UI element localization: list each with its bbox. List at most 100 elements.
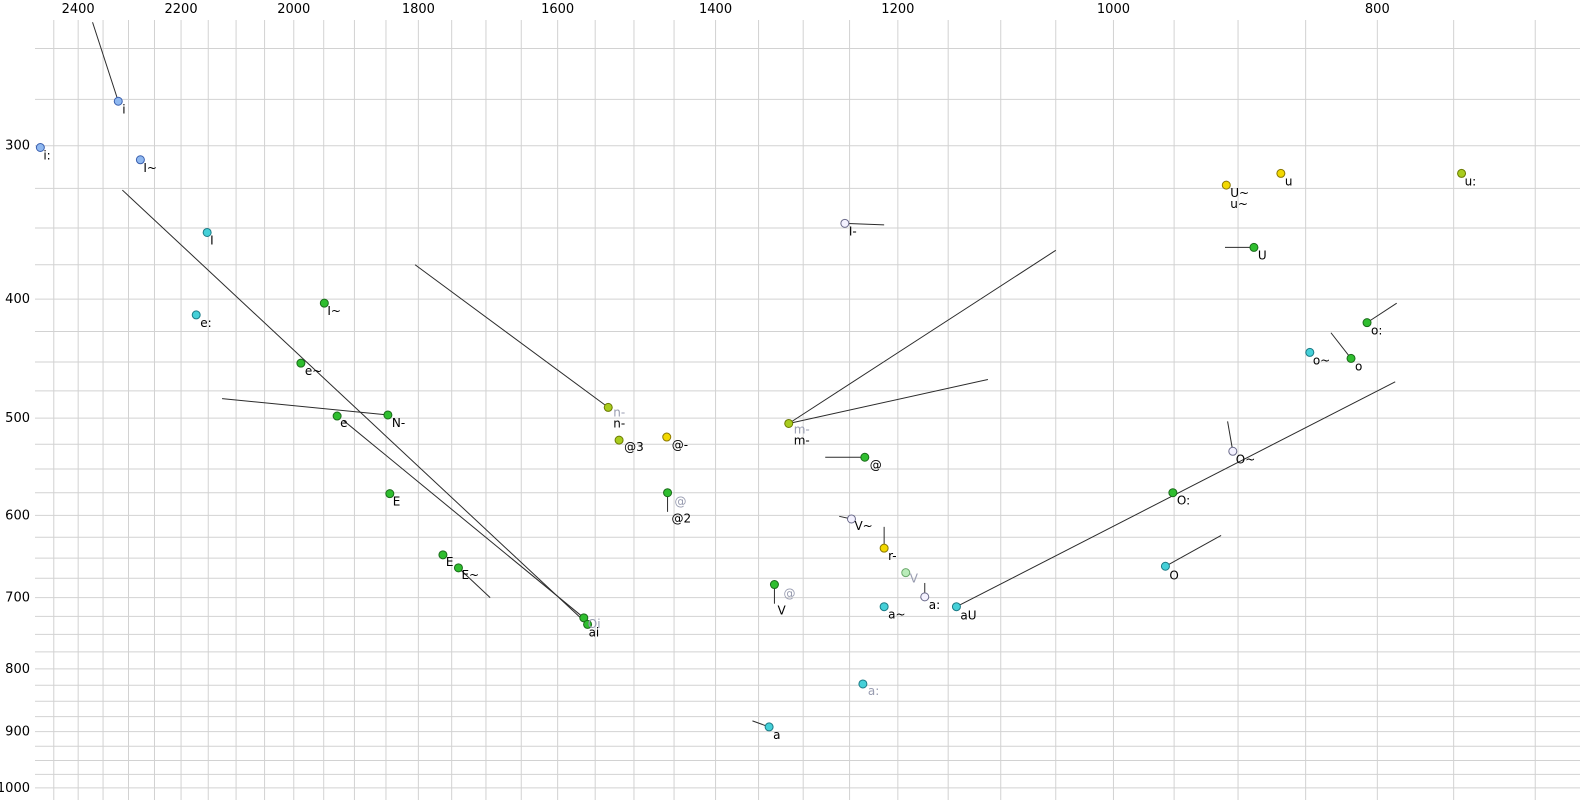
vowel-point-e:	[191, 310, 201, 320]
formant-trajectory	[222, 398, 388, 416]
formant-trajectory	[92, 22, 119, 102]
vowel-label: I-	[849, 224, 857, 238]
vowel-label: @	[783, 587, 795, 601]
y-tick-label: 600	[5, 508, 30, 523]
vowel-label: e~	[305, 364, 322, 378]
vowel-label: E	[446, 555, 454, 569]
vowel-point-@	[860, 452, 870, 462]
vowel-point-V~	[846, 514, 856, 524]
vowel-point-u	[1276, 168, 1286, 178]
vowel-point-@	[663, 488, 673, 498]
y-tick-label: 900	[5, 725, 30, 740]
vowel-label: e:	[200, 316, 211, 330]
vowel-point-o	[1346, 353, 1356, 363]
vowel-label: N-	[392, 416, 405, 430]
vowel-point-N-	[383, 410, 393, 420]
vowel-point-Oi	[579, 613, 589, 623]
vowel-label: @3	[624, 440, 644, 454]
vowel-label: u	[1285, 174, 1293, 188]
vowel-point-E	[438, 550, 448, 560]
vowel-label: u:	[1465, 174, 1477, 188]
vowel-label: V~	[854, 519, 872, 533]
x-tick-label: 2200	[165, 2, 198, 17]
vowel-point-n-	[603, 402, 613, 412]
vowel-point-O:	[1168, 488, 1178, 498]
vowel-label: o:	[1371, 324, 1382, 338]
y-tick-label: 800	[5, 662, 30, 677]
x-tick-label: 800	[1365, 2, 1390, 17]
vowel-label: E~	[461, 568, 479, 582]
formant-trajectory	[1165, 535, 1222, 567]
vowel-label: V	[777, 604, 786, 618]
vowel-label: i:	[43, 148, 50, 162]
formant-trajectory	[122, 189, 588, 625]
vowel-point-a	[764, 722, 774, 732]
vowel-label: a~	[888, 608, 905, 622]
x-tick-label: 2000	[277, 2, 310, 17]
vowel-label: Oi	[588, 617, 601, 631]
vowel-label: n-	[613, 405, 625, 419]
vowel-point-ai	[583, 619, 593, 629]
vowel-label: ai	[589, 625, 600, 639]
vowel-point-aU	[951, 602, 961, 612]
vowel-point-a:	[920, 592, 930, 602]
vowel-label: e	[340, 416, 347, 430]
vowel-point-I~	[319, 298, 329, 308]
vowel-point-a:	[858, 679, 868, 689]
formant-trajectory	[788, 249, 1057, 424]
vowel-point-o~	[1305, 347, 1315, 357]
vowel-label: a	[773, 728, 780, 742]
vowel-point-I~	[135, 155, 145, 165]
y-tick-label: 700	[5, 591, 30, 606]
vowel-label: E	[393, 495, 401, 509]
y-tick-label: 300	[5, 139, 30, 154]
vowel-point-@-	[662, 432, 672, 442]
formant-trajectory	[788, 378, 989, 424]
vowel-label: U~	[1230, 186, 1249, 200]
vowel-label: O	[1169, 568, 1178, 582]
formant-trajectory	[458, 567, 491, 599]
vowel-label: m-	[794, 433, 810, 447]
vowel-point-r-	[879, 543, 889, 553]
vowel-point-e~	[296, 358, 306, 368]
vowel-label: @	[870, 458, 882, 472]
vowel-label: @-	[672, 438, 688, 452]
vowel-label: u~	[1230, 197, 1248, 211]
vowel-label: I~	[327, 304, 341, 318]
vowel-point-u:	[1457, 168, 1467, 178]
vowel-point-i	[113, 96, 123, 106]
vowel-label: o~	[1313, 353, 1330, 367]
formant-trajectory	[342, 419, 585, 619]
vowel-label: o	[1355, 359, 1362, 373]
vowel-label: m-	[794, 422, 810, 436]
vowel-point-U~	[1221, 180, 1231, 190]
vowel-label: a:	[868, 684, 879, 698]
vowel-point-E~	[453, 563, 463, 573]
vowel-label: I	[210, 233, 214, 247]
x-tick-label: 2400	[62, 2, 95, 17]
x-tick-label: 1000	[1097, 2, 1130, 17]
vowel-label: V	[910, 572, 919, 586]
vowel-label: I~	[143, 161, 157, 175]
vowel-point-E	[385, 489, 395, 499]
vowel-label: a:	[929, 598, 940, 612]
y-tick-label: 1000	[0, 781, 30, 796]
vowel-label: U	[1258, 248, 1267, 262]
vowel-point-O~	[1228, 446, 1238, 456]
x-tick-label: 1400	[699, 2, 732, 17]
formant-trajectory	[414, 264, 609, 408]
vowel-label: n-	[613, 416, 625, 430]
x-tick-label: 1800	[402, 2, 435, 17]
vowel-label: O~	[1236, 452, 1256, 466]
vowel-point-U	[1249, 242, 1259, 252]
y-tick-label: 400	[5, 292, 30, 307]
x-tick-label: 1600	[541, 2, 574, 17]
vowel-point-V	[901, 568, 911, 578]
vowel-label: @	[675, 495, 687, 509]
vowel-point-o:	[1362, 318, 1372, 328]
formant-trajectory	[1227, 421, 1234, 452]
vowel-point-m-	[784, 418, 794, 428]
vowel-label: aU	[960, 609, 976, 623]
